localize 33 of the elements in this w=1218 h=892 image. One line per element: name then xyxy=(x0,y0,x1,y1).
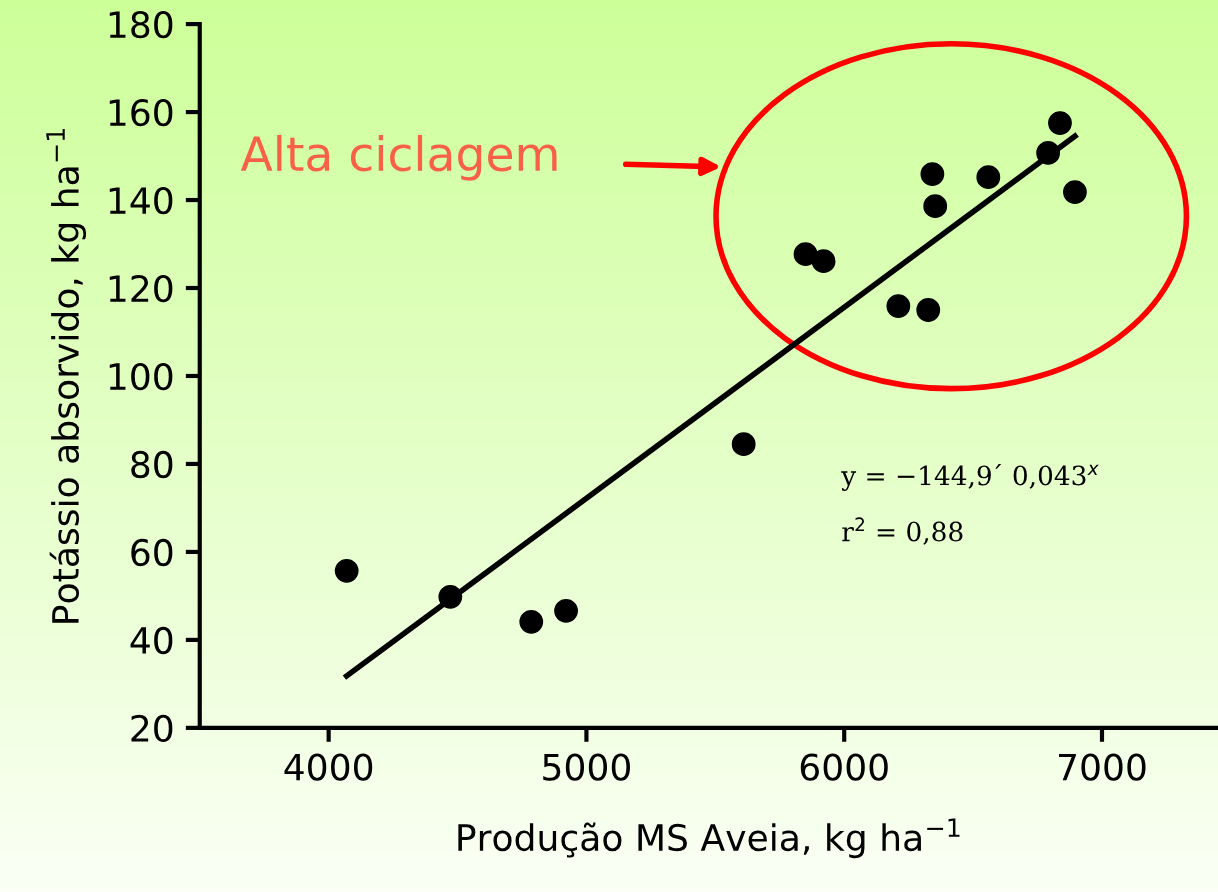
y-tick-label: 120 xyxy=(109,274,173,303)
y-tick-label: 60 xyxy=(131,538,173,567)
y-axis-title: Potássio absorvido, kg ha$^{−1}$ xyxy=(46,129,87,623)
point xyxy=(554,598,578,623)
point xyxy=(1036,141,1061,165)
y-tick-label: 100 xyxy=(109,362,173,391)
annotation: y = −144,9´ 0,043$^{x}$ xyxy=(841,463,1099,491)
y-tick-label: 180 xyxy=(109,11,173,39)
x-tick-label: 5000 xyxy=(543,753,630,781)
point xyxy=(976,165,1001,190)
point xyxy=(1048,111,1072,135)
point xyxy=(1063,180,1087,205)
point xyxy=(519,609,544,634)
y-tick-label: 40 xyxy=(130,626,173,655)
point xyxy=(438,584,463,609)
y-tick-label: 80 xyxy=(131,450,173,479)
x-tick-label: 6000 xyxy=(800,753,888,781)
x-tick-label: 7000 xyxy=(1059,753,1146,781)
point xyxy=(334,558,359,583)
annotation: Alta ciclagem xyxy=(240,134,557,181)
point xyxy=(923,194,948,219)
point xyxy=(886,294,911,318)
y-tick-label: 160 xyxy=(109,98,173,127)
x-tick-label: 4000 xyxy=(284,753,373,781)
y-tick-label: 20 xyxy=(131,714,173,743)
point xyxy=(916,298,941,322)
point xyxy=(731,432,756,457)
x-axis-title: Produção MS Aveia, kg ha$^{−1}$ xyxy=(458,818,960,859)
annotation: r$^{2}$ = 0,88 xyxy=(842,517,963,545)
point xyxy=(811,249,836,274)
point xyxy=(793,242,818,267)
y-tick-label: 140 xyxy=(109,186,173,215)
point xyxy=(920,162,945,186)
